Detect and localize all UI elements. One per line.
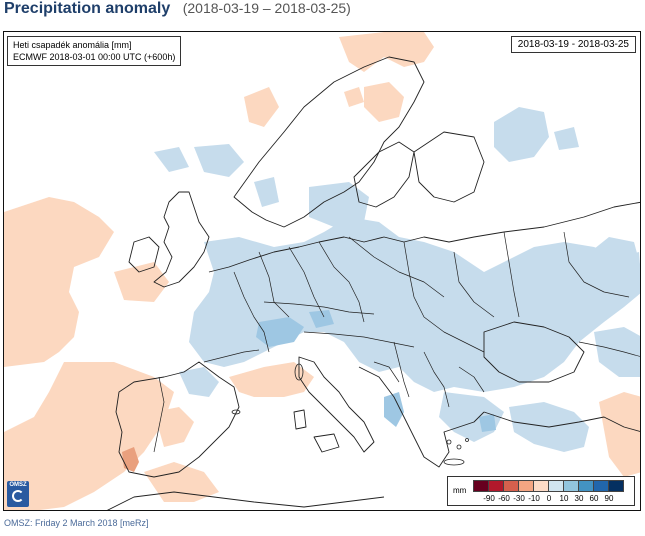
- legend-tick-label: 30: [574, 494, 584, 503]
- legend-unit: mm: [453, 486, 467, 495]
- legend-tick-label: -30: [513, 494, 525, 503]
- footer-credit: OMSZ: Friday 2 March 2018 [meRz]: [4, 518, 149, 528]
- dry-anomaly-areas: [4, 32, 640, 510]
- legend-swatch: [593, 480, 609, 492]
- legend-swatch: [518, 480, 534, 492]
- legend-swatch: [548, 480, 564, 492]
- legend-swatch: [563, 480, 579, 492]
- logo-text: OMSZ: [9, 482, 27, 488]
- legend-tick-label: 60: [589, 494, 599, 503]
- omsz-logo: OMSZ: [7, 481, 29, 507]
- legend-ticks: -90 -60 -30 -10 0 10 30 60 90: [473, 494, 633, 504]
- legend-tick-label: -90: [483, 494, 495, 503]
- legend-swatch: [473, 480, 489, 492]
- info-line-model-run: ECMWF 2018-03-01 00:00 UTC (+600h): [13, 52, 176, 62]
- country-borders: [153, 231, 640, 453]
- legend-tick-label: 90: [604, 494, 614, 503]
- legend-tick-label: -60: [498, 494, 510, 503]
- legend-swatches: [473, 480, 624, 492]
- map-frame: Heti csapadék anomália [mm] ECMWF 2018-0…: [3, 31, 641, 511]
- precipitation-map: [4, 32, 640, 510]
- map-info-box: Heti csapadék anomália [mm] ECMWF 2018-0…: [7, 36, 182, 66]
- legend-swatch: [503, 480, 519, 492]
- legend-swatch: [578, 480, 594, 492]
- legend-tick-label: -10: [528, 494, 540, 503]
- page-title: Precipitation anomaly: [4, 0, 171, 17]
- date-range-box: 2018-03-19 - 2018-03-25: [510, 36, 636, 53]
- legend-swatch: [488, 480, 504, 492]
- wet-anomaly-areas: [154, 107, 640, 452]
- info-line-variable: Heti csapadék anomália [mm]: [13, 40, 132, 50]
- page-subtitle: (2018-03-19 – 2018-03-25): [182, 0, 351, 16]
- legend-swatch: [533, 480, 549, 492]
- legend-tick-label: 0: [546, 494, 552, 503]
- title-row: Precipitation anomaly (2018-03-19 – 2018…: [4, 0, 351, 22]
- strong-wet-areas: [256, 310, 496, 432]
- coastlines: [106, 56, 640, 510]
- legend-tick-label: 10: [559, 494, 569, 503]
- legend-swatch: [608, 480, 624, 492]
- logo-swirl-icon: [12, 490, 24, 502]
- islands: [231, 363, 469, 466]
- color-legend: mm -90 -60 -30 -10 0 10 30 60 90: [447, 476, 635, 506]
